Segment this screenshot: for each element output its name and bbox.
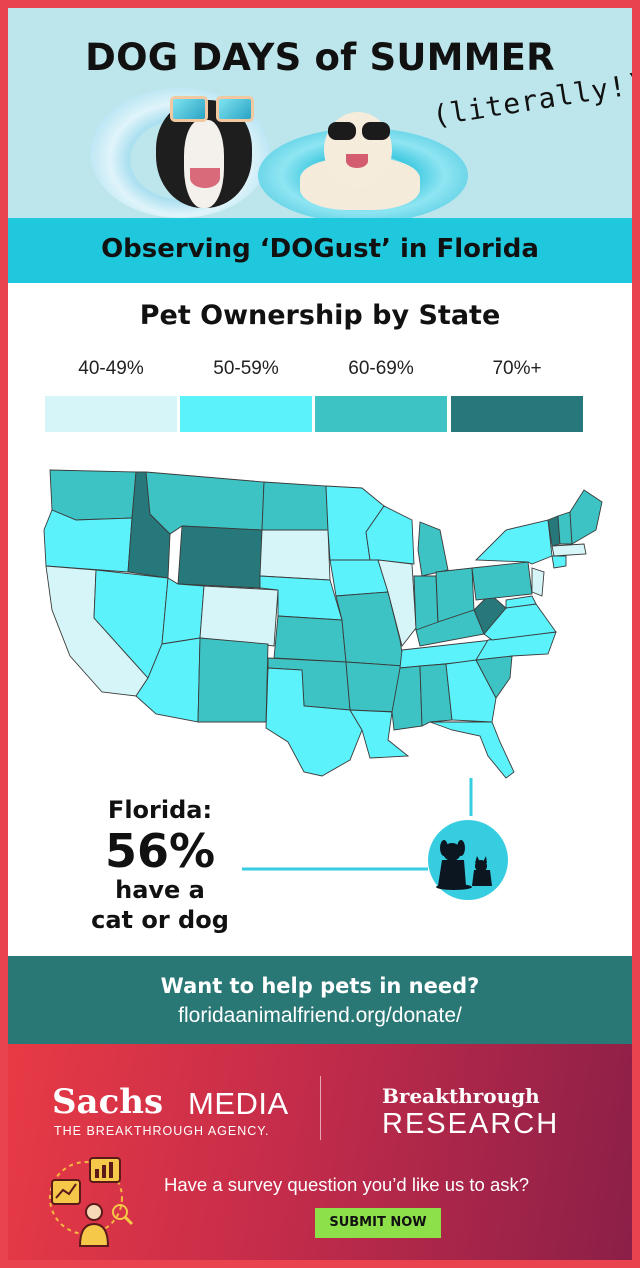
state-michigan xyxy=(417,521,449,577)
state-indiana xyxy=(413,575,439,631)
legend-label: 40-49% xyxy=(78,358,144,379)
dog-left-sunglasses xyxy=(170,96,256,122)
state-illinois xyxy=(377,559,417,647)
state-connecticut xyxy=(551,555,567,569)
state-washington xyxy=(49,469,137,521)
state-oregon xyxy=(43,509,133,573)
survey-research-icon xyxy=(49,1157,134,1247)
state-north-dakota xyxy=(261,481,329,531)
legend-label: 50-59% xyxy=(213,358,279,379)
state-utah xyxy=(161,577,205,645)
callout-state-label: Florida: xyxy=(107,796,213,824)
page-title: DOG DAYS of SUMMER xyxy=(85,36,555,79)
callout-percent: 56% xyxy=(104,824,216,878)
callout-line1: have a xyxy=(115,876,205,904)
state-mississippi xyxy=(391,665,423,731)
state-new-jersey xyxy=(531,567,545,597)
dog-left-mouth xyxy=(190,168,220,188)
state-alabama xyxy=(419,663,453,727)
legend-item: 40-49% xyxy=(45,358,177,438)
legend-label: 70%+ xyxy=(492,358,542,379)
banner-text: Observing ‘DOGust’ in Florida xyxy=(101,234,539,264)
dog-cat-icon xyxy=(436,840,492,890)
state-new-york xyxy=(474,519,553,565)
header-hero: DOG DAYS of SUMMER (literally!) xyxy=(8,8,632,223)
topic-banner: Observing ‘DOGust’ in Florida xyxy=(8,218,632,283)
dog-right-sunglasses xyxy=(328,122,390,140)
donate-panel: Want to help pets in need? floridaanimal… xyxy=(8,956,632,1044)
sachs-logo-wordmark: Sachs xyxy=(52,1082,164,1122)
legend-item: 70%+ xyxy=(451,358,583,438)
state-kansas xyxy=(273,615,347,663)
brand-tagline: THE BREAKTHROUGH AGENCY. xyxy=(54,1124,270,1138)
survey-prompt: Have a survey question you’d like us to … xyxy=(164,1174,530,1195)
state-maine xyxy=(569,489,603,545)
callout-line2: cat or dog xyxy=(91,906,229,934)
state-maryland xyxy=(505,595,537,609)
state-montana xyxy=(145,471,265,535)
research-logo-top: Breakthrough xyxy=(382,1084,540,1108)
state-wyoming xyxy=(177,525,263,589)
state-texas xyxy=(265,667,363,777)
donate-link[interactable]: floridaanimalfriend.org/donate/ xyxy=(178,1004,462,1027)
donate-question: Want to help pets in need? xyxy=(160,974,480,998)
legend-item: 50-59% xyxy=(180,358,312,438)
submit-button[interactable]: SUBMIT NOW xyxy=(315,1208,441,1238)
state-georgia xyxy=(445,659,497,723)
dog-right-mouth xyxy=(346,154,368,168)
legend-swatch xyxy=(45,396,177,432)
state-colorado xyxy=(199,585,279,647)
us-choropleth-map xyxy=(43,469,603,779)
legend-label: 60-69% xyxy=(348,358,414,379)
state-wisconsin xyxy=(365,505,415,565)
legend-swatch xyxy=(315,396,447,432)
state-south-dakota xyxy=(259,529,331,581)
footer-divider xyxy=(320,1076,321,1140)
chart-title: Pet Ownership by State xyxy=(139,300,501,331)
legend-swatch xyxy=(180,396,312,432)
state-florida xyxy=(429,721,515,779)
state-new-mexico xyxy=(197,637,269,723)
dog-left-face xyxy=(184,120,224,208)
research-logo-bottom: RESEARCH xyxy=(382,1108,560,1140)
media-logo-wordmark: MEDIA xyxy=(188,1086,289,1121)
legend-item: 60-69% xyxy=(315,358,447,438)
callout-graphic xyxy=(242,778,508,900)
state-massachusetts xyxy=(551,543,587,557)
state-pennsylvania xyxy=(471,561,533,601)
map-legend: 40-49% 50-59% 60-69% 70%+ xyxy=(45,358,583,438)
footer: Sachs MEDIA THE BREAKTHROUGH AGENCY. Bre… xyxy=(8,1044,632,1260)
legend-swatch xyxy=(451,396,583,432)
